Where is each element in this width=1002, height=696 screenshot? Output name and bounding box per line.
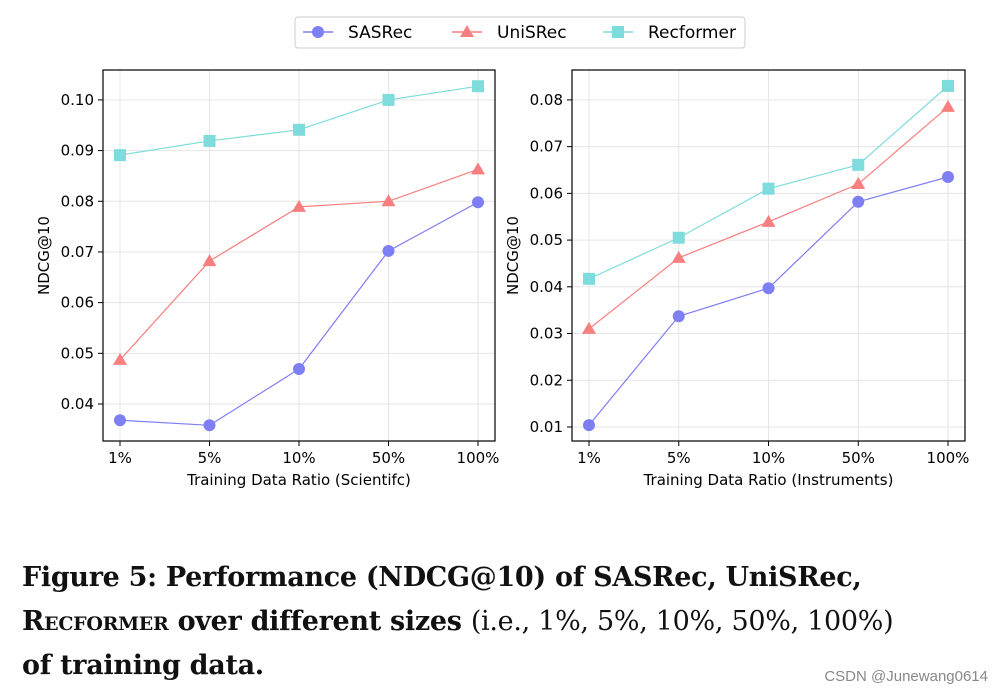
chart-1: 1% 5% 10% 50% 100% 0.04 0.05 0.06 0.07 0.08 0.09 0.… [35, 69, 500, 489]
legend-frame [294, 16, 746, 49]
x-tick-label: 1% [108, 449, 132, 467]
data-point [202, 254, 217, 267]
data-point [852, 158, 865, 171]
data-point [852, 195, 865, 208]
legend-label: UniSRec [497, 23, 567, 43]
data-point [941, 99, 955, 112]
data-point [942, 171, 954, 184]
caption-line-2: Recformer over different sizes (i.e., 1%… [22, 600, 894, 644]
legend-marker [460, 25, 474, 37]
figure: SASRec UniSRec Recformer 1% 5% 10% 50% 100% 0.04… [35, 16, 970, 489]
legend-marker [612, 26, 624, 38]
data-point [851, 177, 866, 190]
x-tick-label: 5% [198, 449, 222, 467]
data-point [292, 199, 306, 212]
y-tick-label: 0.07 [530, 138, 563, 156]
caption-text: over different sizes [168, 606, 471, 637]
series-unisrec [582, 99, 955, 334]
x-tick-label: 100% [927, 449, 970, 467]
plot-frame [571, 69, 966, 442]
legend-label: Recformer [648, 23, 736, 43]
data-point [113, 352, 127, 365]
series-sasrec [114, 196, 484, 432]
data-point [293, 363, 305, 376]
caption-values: (i.e., 1%, 5%, 10%, 50%, 100%) [470, 606, 894, 637]
series-sasrec [583, 171, 954, 432]
legend-label: SASRec [348, 23, 412, 43]
y-tick-label: 0.08 [61, 192, 94, 210]
y-tick-label: 0.03 [530, 325, 563, 343]
caption-model-name: Recformer [22, 606, 169, 637]
data-point [381, 194, 396, 207]
y-tick-label: 0.05 [530, 231, 563, 249]
data-point [762, 282, 775, 295]
data-point [382, 93, 395, 106]
y-tick-label: 0.04 [61, 395, 94, 413]
figure-caption: Figure 5: Performance (NDCG@10) of SASRe… [22, 556, 894, 688]
data-point [382, 244, 395, 257]
y-tick-label: 0.05 [61, 344, 94, 362]
data-point [942, 79, 954, 92]
data-point [203, 419, 216, 432]
x-axis-label: Training Data Ratio (Instruments) [643, 471, 894, 489]
legend: SASRec UniSRec Recformer [294, 16, 746, 49]
y-axis-label: NDCG@10 [504, 216, 522, 295]
x-tick-label: 1% [577, 449, 601, 467]
series-unisrec [113, 162, 485, 365]
data-point [472, 196, 484, 209]
legend-item-sasrec: SASRec [303, 23, 412, 43]
data-point [583, 272, 595, 285]
y-tick-label: 0.07 [61, 243, 94, 261]
caption-line-1: Figure 5: Performance (NDCG@10) of SASRe… [22, 562, 862, 593]
y-tick-label: 0.08 [530, 91, 563, 109]
y-tick-label: 0.04 [530, 278, 563, 296]
x-tick-label: 50% [842, 449, 875, 467]
legend-item-recformer: Recformer [603, 23, 736, 43]
legend-item-unisrec: UniSRec [452, 23, 567, 43]
data-point [671, 250, 686, 263]
x-tick-label: 100% [457, 449, 500, 467]
data-point [293, 123, 305, 136]
data-point [672, 310, 685, 323]
y-tick-label: 0.06 [530, 184, 563, 202]
series-recformer [114, 80, 484, 162]
watermark: CSDN @Junewang0614 [824, 668, 988, 685]
y-axis-label: NDCG@10 [35, 216, 53, 295]
data-point [472, 80, 484, 93]
plot-frame [102, 69, 496, 442]
x-tick-label: 10% [752, 449, 785, 467]
data-point [761, 214, 776, 227]
legend-marker [312, 26, 324, 38]
x-tick-label: 50% [372, 449, 405, 467]
data-point [114, 149, 126, 162]
data-point [762, 182, 775, 195]
x-tick-label: 5% [667, 449, 691, 467]
y-tick-label: 0.01 [530, 418, 563, 436]
y-tick-label: 0.02 [530, 371, 563, 389]
data-point [471, 162, 485, 175]
y-tick-label: 0.09 [61, 142, 94, 160]
x-axis-label: Training Data Ratio (Scientifc) [186, 471, 411, 489]
data-point [582, 321, 596, 334]
series-recformer [583, 79, 954, 285]
data-point [203, 134, 216, 147]
data-point [672, 231, 685, 244]
caption-line-3: of training data. [22, 650, 264, 681]
y-tick-label: 0.10 [61, 91, 94, 109]
data-point [583, 419, 595, 432]
chart-2: 1% 5% 10% 50% 100% 0.01 0.02 0.03 0.04 0.05 0.06 0.… [504, 69, 970, 489]
data-point [114, 414, 126, 427]
y-tick-label: 0.06 [61, 294, 94, 312]
x-tick-label: 10% [282, 449, 315, 467]
